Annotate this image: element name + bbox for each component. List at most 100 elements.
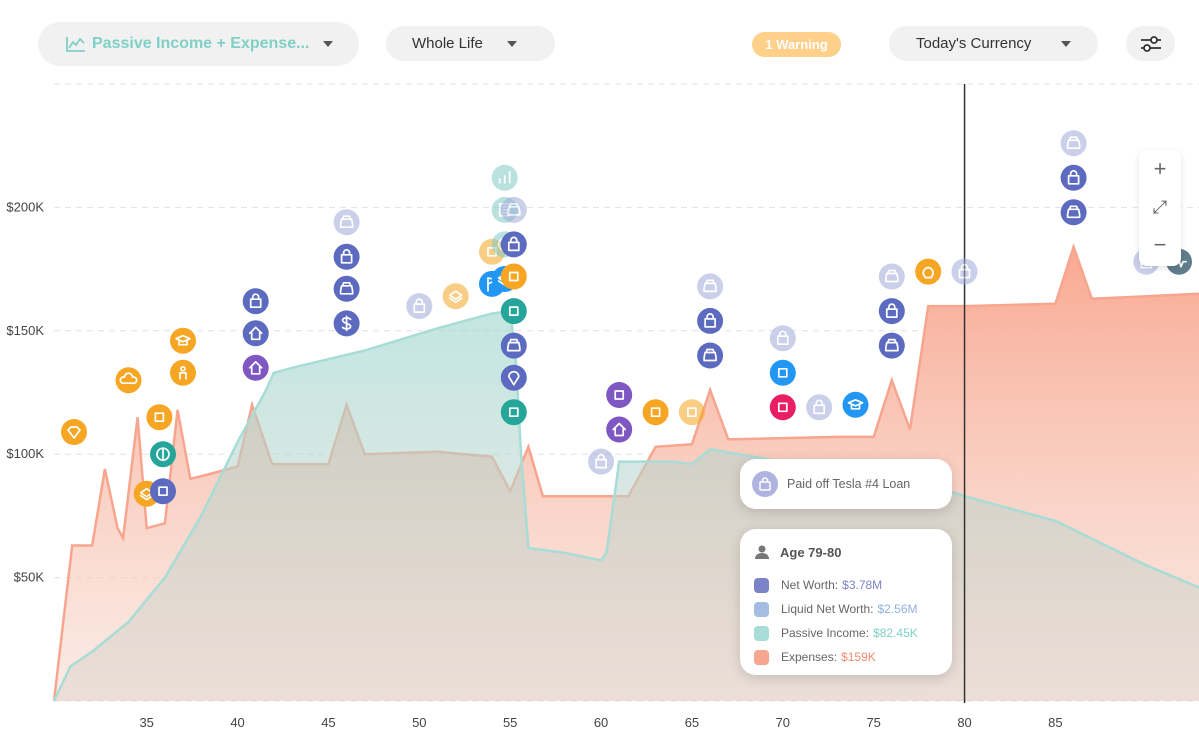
layers-icon[interactable] — [442, 283, 469, 310]
loan-icon[interactable] — [588, 448, 615, 475]
event-marker-circle — [333, 243, 360, 270]
tooltip-row-label: Net Worth: — [781, 578, 839, 592]
house-search-icon[interactable] — [242, 354, 269, 381]
car-icon[interactable] — [333, 209, 360, 236]
event-popup[interactable]: Paid off Tesla #4 Loan — [740, 459, 952, 509]
car-icon[interactable] — [333, 275, 360, 302]
event-marker-glyph — [847, 398, 864, 410]
event-marker-glyph — [777, 367, 788, 378]
graduation-cap-icon[interactable] — [842, 391, 869, 418]
event-marker-glyph — [1066, 205, 1081, 219]
event-marker-circle — [878, 263, 905, 290]
car-icon[interactable] — [697, 342, 724, 369]
event-marker-circle — [146, 404, 173, 431]
event-marker-glyph — [506, 338, 521, 352]
chevron-down-icon — [506, 40, 517, 47]
axis-labels: $50K $100K $150K $200K 35 40 45 50 55 60 65 70 75 80 8… — [6, 199, 1062, 730]
event-marker-glyph — [179, 365, 187, 380]
cut-icon[interactable] — [606, 382, 633, 408]
loan-icon[interactable] — [951, 258, 978, 285]
event-marker-glyph — [175, 334, 191, 346]
event-marker-glyph — [885, 303, 898, 318]
loan-icon[interactable] — [406, 293, 433, 320]
event-marker-glyph — [650, 407, 661, 418]
passive-income-expenses-chart[interactable]: $50K $100K $150K $200K 35 40 45 50 55 60 65 70 75 80 8… — [0, 80, 1199, 745]
currency-dropdown[interactable]: Today's Currency — [889, 26, 1098, 61]
car-icon[interactable] — [697, 273, 724, 300]
loan-icon[interactable] — [878, 298, 905, 325]
loan-icon[interactable] — [697, 307, 724, 334]
warning-badge[interactable]: 1 Warning — [752, 32, 841, 57]
palm-tree-icon[interactable] — [500, 399, 527, 426]
car-icon[interactable] — [500, 196, 527, 223]
event-marker-glyph — [340, 249, 353, 264]
tooltip-row-label: Expenses: — [781, 650, 838, 664]
car-icon[interactable] — [1060, 130, 1087, 157]
skull-icon[interactable] — [915, 258, 942, 285]
house-icon[interactable] — [242, 320, 269, 347]
y-tick-label: $150K — [6, 323, 44, 338]
car-icon[interactable] — [878, 332, 905, 359]
event-marker-circle — [333, 209, 360, 236]
time-range-label: Whole Life — [412, 35, 483, 52]
loan-icon[interactable] — [333, 243, 360, 270]
chart-settings-button[interactable] — [1126, 26, 1175, 61]
tooltip-row-net-worth: Net Worth: $3.78M — [754, 573, 938, 597]
chart-hand-icon[interactable] — [769, 359, 796, 386]
house-search-icon[interactable] — [606, 416, 633, 443]
car-icon[interactable] — [878, 263, 905, 290]
loan-icon[interactable] — [1060, 164, 1087, 191]
contrast-icon[interactable] — [150, 441, 176, 468]
event-marker-circle — [500, 399, 527, 426]
cloud-upload-icon[interactable] — [115, 367, 142, 394]
event-marker-glyph — [119, 372, 138, 385]
event-marker-circle — [61, 419, 87, 445]
event-marker-circle — [406, 293, 433, 320]
bar-chart-icon[interactable] — [491, 164, 518, 191]
event-marker-glyph — [595, 453, 607, 469]
event-marker-glyph — [158, 486, 168, 497]
x-tick-label: 85 — [1048, 715, 1062, 730]
child-icon[interactable] — [170, 359, 196, 386]
metric-dropdown[interactable]: Passive Income + Expense... — [38, 22, 359, 66]
loan-icon[interactable] — [242, 288, 269, 315]
event-marker-circle — [769, 325, 796, 352]
event-marker-circle — [951, 258, 978, 285]
x-tick-label: 80 — [957, 715, 971, 730]
medical-bag-icon[interactable] — [642, 399, 669, 426]
event-marker-glyph — [813, 399, 826, 415]
time-range-dropdown[interactable]: Whole Life — [386, 26, 555, 61]
event-marker-glyph — [249, 293, 262, 309]
event-marker-glyph — [687, 407, 697, 418]
dollar-icon[interactable] — [333, 310, 360, 337]
line-chart-icon — [66, 36, 86, 52]
zoom-in-button[interactable]: + — [1153, 156, 1167, 181]
rocket-icon[interactable] — [150, 478, 176, 505]
graduation-cap-icon[interactable] — [170, 327, 196, 354]
heart-hands-icon[interactable] — [500, 263, 527, 290]
event-markers[interactable] — [61, 130, 1192, 507]
loan-icon[interactable] — [769, 325, 796, 352]
event-marker-glyph — [498, 170, 511, 184]
series-areas — [52, 242, 1199, 702]
car-icon[interactable] — [1060, 199, 1087, 226]
event-marker-circle — [242, 320, 269, 347]
zoom-fit-button[interactable]: ⤢ — [1152, 196, 1168, 217]
event-marker-glyph — [413, 298, 426, 313]
zoom-out-button[interactable]: − — [1153, 232, 1167, 257]
event-marker-circle — [500, 196, 527, 223]
event-marker-glyph — [612, 422, 627, 437]
event-marker-circle — [588, 448, 615, 475]
cut-icon[interactable] — [769, 394, 796, 421]
event-marker-glyph — [506, 203, 521, 216]
heart-plus-icon[interactable] — [146, 404, 173, 431]
diamond-icon[interactable] — [61, 419, 87, 445]
location-pin-icon[interactable] — [500, 364, 527, 391]
loan-icon[interactable] — [500, 231, 527, 258]
person-clock-icon[interactable] — [500, 298, 527, 325]
heart-hands-icon[interactable] — [678, 399, 705, 426]
loan-icon[interactable] — [806, 394, 833, 421]
tooltip-row-expenses: Expenses: $159K — [754, 645, 938, 669]
car-icon[interactable] — [500, 332, 527, 359]
event-marker-circle — [170, 327, 196, 354]
